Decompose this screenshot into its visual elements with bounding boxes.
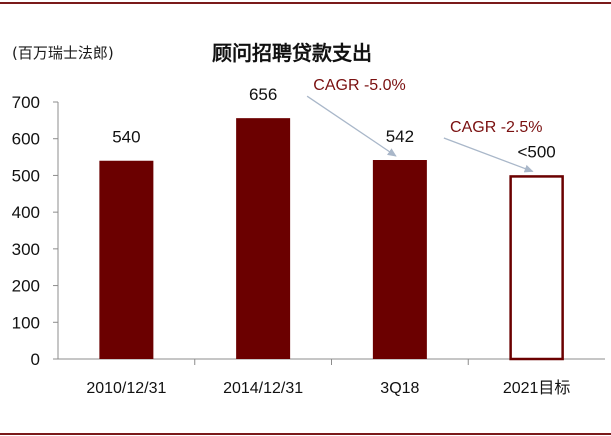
chart-title: 顾问招聘贷款支出 [212,41,372,65]
bars [99,118,564,361]
bar-2 [372,160,427,359]
value-label-0: 540 [112,128,140,147]
y-tick-label-700: 700 [12,93,40,112]
category-labels: 2010/12/31 2014/12/31 3Q18 2021目标 [86,379,570,397]
category-label-0: 2010/12/31 [86,380,166,397]
bar-3 [509,175,564,361]
unit-label: (百万瑞士法郎) [12,44,114,62]
value-label-1: 656 [249,85,277,104]
y-tick-label-300: 300 [12,240,40,259]
frame-bottom-line [0,433,611,435]
value-label-2: 542 [386,127,414,146]
cagr-arrow-1 [443,137,534,173]
y-tick-label-200: 200 [12,277,40,296]
y-tick-label-100: 100 [12,313,40,332]
y-tick-label-0: 0 [31,350,40,369]
cagr-label-0: CAGR -5.0% [313,77,405,94]
category-label-3: 2021目标 [503,379,571,397]
cagr-arrow-0 [306,95,397,157]
cagr-label-1: CAGR -2.5% [450,119,542,136]
bar-0 [99,160,154,359]
value-labels: 540 656 542 <500 [112,85,556,161]
y-tick-label-500: 500 [12,166,40,185]
cagr-annotations: CAGR -5.0% CAGR -2.5% [306,77,542,173]
bar-1 [236,118,291,359]
frame-top-line [0,2,611,4]
y-tick-label-600: 600 [12,130,40,149]
category-label-1: 2014/12/31 [223,380,303,397]
value-label-3: <500 [517,142,555,161]
category-label-2: 3Q18 [380,380,419,397]
y-tick-labels: 0 100 200 300 400 500 600 700 [12,93,40,369]
y-tick-label-400: 400 [12,203,40,222]
